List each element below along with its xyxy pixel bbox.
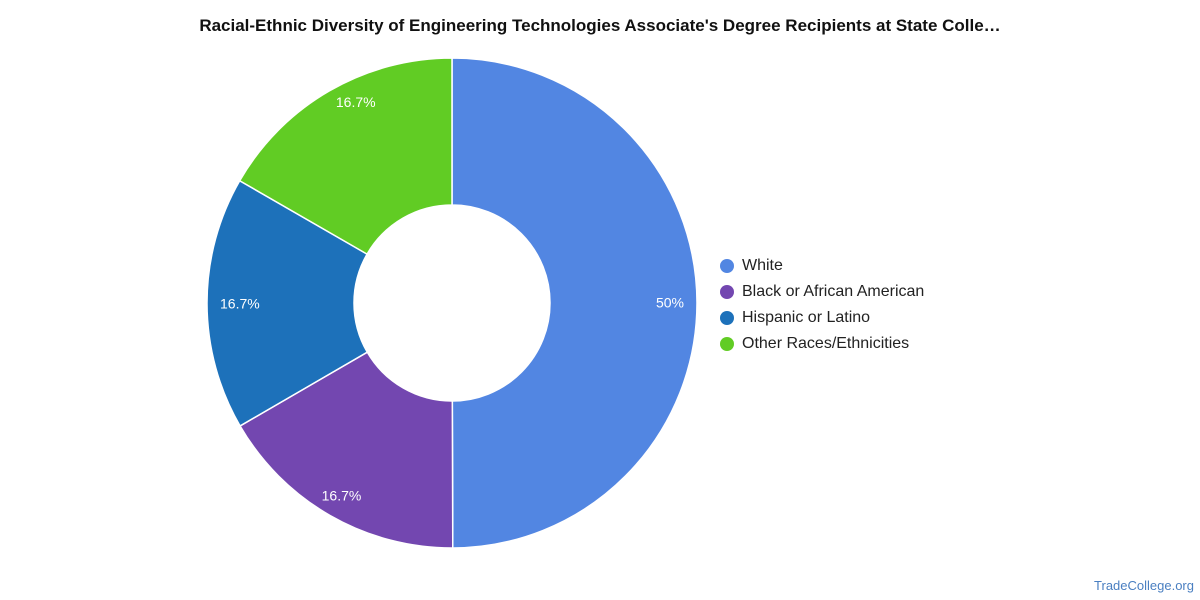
slice-other[interactable] [238,57,453,256]
slice-hispanic[interactable] [206,179,369,427]
watermark[interactable]: TradeCollege.org [1094,578,1194,593]
slice-label-black: 16.7% [322,488,362,504]
slice-labels-group: 50% 16.7% 16.7% 16.7% [220,94,684,503]
slice-label-hispanic: 16.7% [220,295,260,311]
slice-label-white: 50% [656,295,684,311]
legend: White Black or African American Hispanic… [720,253,924,357]
legend-label-other: Other Races/Ethnicities [742,335,910,352]
legend-label-black: Black or African American [742,283,925,300]
legend-swatch-white [720,259,734,273]
legend-item-white[interactable]: White [720,253,924,279]
legend-swatch-black [720,285,734,299]
slice-label-other: 16.7% [336,94,376,110]
legend-label-white: White [742,257,783,274]
legend-item-black[interactable]: Black or African American [720,279,924,305]
legend-item-other[interactable]: Other Races/Ethnicities [720,331,924,357]
legend-swatch-other [720,337,734,351]
legend-label-hispanic: Hispanic or Latino [742,309,871,326]
slices-group [206,57,698,549]
chart-title: Racial-Ethnic Diversity of Engineering T… [199,16,1001,35]
legend-swatch-hispanic [720,311,734,325]
legend-item-hispanic[interactable]: Hispanic or Latino [720,305,924,331]
slice-black[interactable] [239,351,454,549]
slice-white[interactable] [451,57,698,549]
